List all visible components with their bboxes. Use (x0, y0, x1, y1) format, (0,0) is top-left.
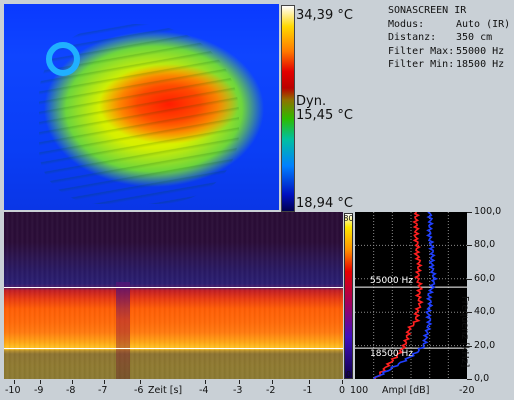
spectrum-y-tick: 20,0 (474, 339, 496, 351)
colorbar-max-label: 34,39 °C (296, 8, 353, 23)
spectrogram-x-tick: 0 (339, 385, 346, 396)
spectrum-y-tick: 60,0 (474, 272, 496, 284)
info-panel: SONASCREEN IR Modus: Auto (IR) Distanz: 35… (388, 4, 510, 72)
spectrum-y-tick: 0,0 (474, 373, 490, 384)
info-row-filter-max: Filter Max: 55000 Hz (388, 45, 505, 57)
amplitude-colorbar (344, 213, 353, 379)
spectrogram-x-tickmark (272, 380, 273, 384)
spectrum-y-tickmark (467, 212, 472, 213)
spectrogram-x-tickmark (342, 380, 343, 384)
spectrum-series-red (374, 211, 424, 380)
spectrogram-event-band (116, 282, 130, 379)
thermal-image (4, 4, 279, 210)
spectrogram (4, 212, 343, 379)
colorbar-mid-label: 15,45 °C (296, 108, 353, 123)
spectrogram-x-tick: -10 (5, 385, 21, 396)
filter-max-marker-label: 55000 Hz (370, 276, 413, 286)
spectrum-y-axis-label: Frequenz [kHz] (459, 296, 470, 368)
spectrogram-noise (4, 212, 343, 379)
info-row-modus: Modus: Auto (IR) (388, 18, 511, 30)
spectrum-y-tickmark (467, 245, 472, 247)
spectrogram-x-tickmark (40, 380, 41, 384)
spectrum-y-tick: 100,0 (474, 206, 502, 217)
spectrogram-x-tickmark (104, 380, 105, 384)
spectrum-y-tickmark (467, 312, 472, 314)
colorbar-min-label: 18,94 °C (296, 196, 353, 211)
device-handle (46, 42, 80, 76)
spectrum-y-tickmark (467, 379, 472, 380)
spectrogram-x-tick: -6 (134, 385, 144, 396)
spectrogram-x-tickmark (205, 380, 206, 384)
spectrum-chart (355, 211, 467, 380)
spectrogram-x-tick: -3 (233, 385, 243, 396)
spectrogram-x-tickmark (239, 380, 240, 384)
spectrum-y-tickmark (467, 278, 472, 280)
spectrogram-x-tick: -9 (34, 385, 44, 396)
spectrogram-x-tick: -1 (303, 385, 313, 396)
colorbar-mode-label: Dyn. (296, 94, 327, 109)
spectrum-y-tick: 40,0 (474, 306, 496, 318)
spectrum-series-blue (373, 211, 439, 380)
spectrogram-x-tickmark (140, 380, 141, 384)
spectrogram-x-tick: -8 (66, 385, 76, 396)
filter-max-line-spectrogram (4, 287, 343, 288)
info-row-filter-min: Filter Min: 18500 Hz (388, 59, 505, 71)
spectrogram-x-tickmark (72, 380, 73, 384)
spectrogram-x-tick: -7 (98, 385, 108, 396)
spectrum-y-tickmark (467, 345, 472, 347)
spectrogram-x-tick: -4 (199, 385, 209, 396)
spectrogram-x-tickmark (309, 380, 310, 384)
spectrum-x-tick-left: 100 (350, 385, 369, 396)
spectrum-x-tick-right: -20 (459, 385, 475, 396)
info-row-distanz: Distanz: 350 cm (388, 32, 493, 44)
spectrum-y-tick: 80,0 (474, 239, 496, 251)
amplitude-colorbar-top: 80 (343, 214, 354, 223)
filter-min-line-spectrogram (4, 348, 343, 349)
filter-min-marker-label: 18500 Hz (370, 349, 413, 359)
spectrum-x-axis-label: Ampl [dB] (382, 385, 430, 396)
app-title: SONASCREEN IR (388, 5, 467, 16)
spectrogram-x-tickmark (14, 380, 15, 384)
spectrum-plot (355, 211, 467, 380)
spectrogram-x-tick: -2 (266, 385, 276, 396)
spectrogram-x-axis-label: Zeit [s] (148, 385, 183, 396)
temperature-colorbar (281, 5, 295, 212)
amplitude-colorbar-bottom: 0 (345, 370, 352, 379)
